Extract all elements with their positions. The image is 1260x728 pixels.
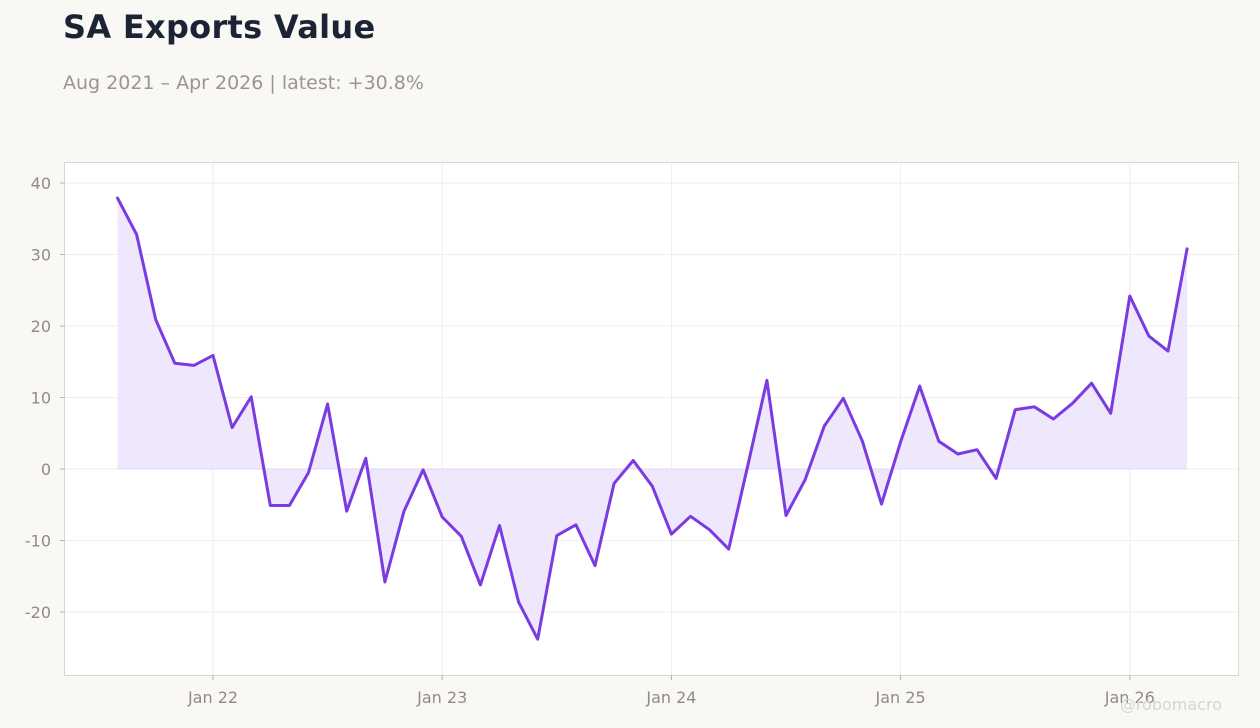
x-tick-label: Jan 23 — [416, 688, 467, 707]
y-axis-ticks: -20 -10 0 10 20 30 40 — [25, 174, 65, 622]
x-tick-label: Jan 25 — [875, 688, 926, 707]
y-tick-label: 40 — [31, 174, 51, 193]
x-tick-label: Jan 24 — [645, 688, 696, 707]
chart-title: SA Exports Value — [63, 8, 376, 46]
x-tick-label: Jan 22 — [187, 688, 238, 707]
chart-subtitle: Aug 2021 – Apr 2026 | latest: +30.8% — [63, 72, 424, 94]
y-tick-label: -10 — [25, 532, 51, 551]
x-axis-ticks: Jan 22 Jan 23 Jan 24 Jan 25 Jan 26 — [187, 675, 1155, 707]
y-tick-label: 0 — [41, 460, 51, 479]
y-tick-label: -20 — [25, 603, 51, 622]
area-fill — [117, 198, 1188, 640]
y-tick-label: 30 — [31, 246, 51, 265]
y-tick-label: 10 — [31, 389, 51, 408]
y-tick-label: 20 — [31, 317, 51, 336]
x-tick-label: Jan 26 — [1104, 688, 1155, 707]
watermark: @robomacro — [1120, 695, 1222, 714]
series-line — [116, 196, 1189, 641]
